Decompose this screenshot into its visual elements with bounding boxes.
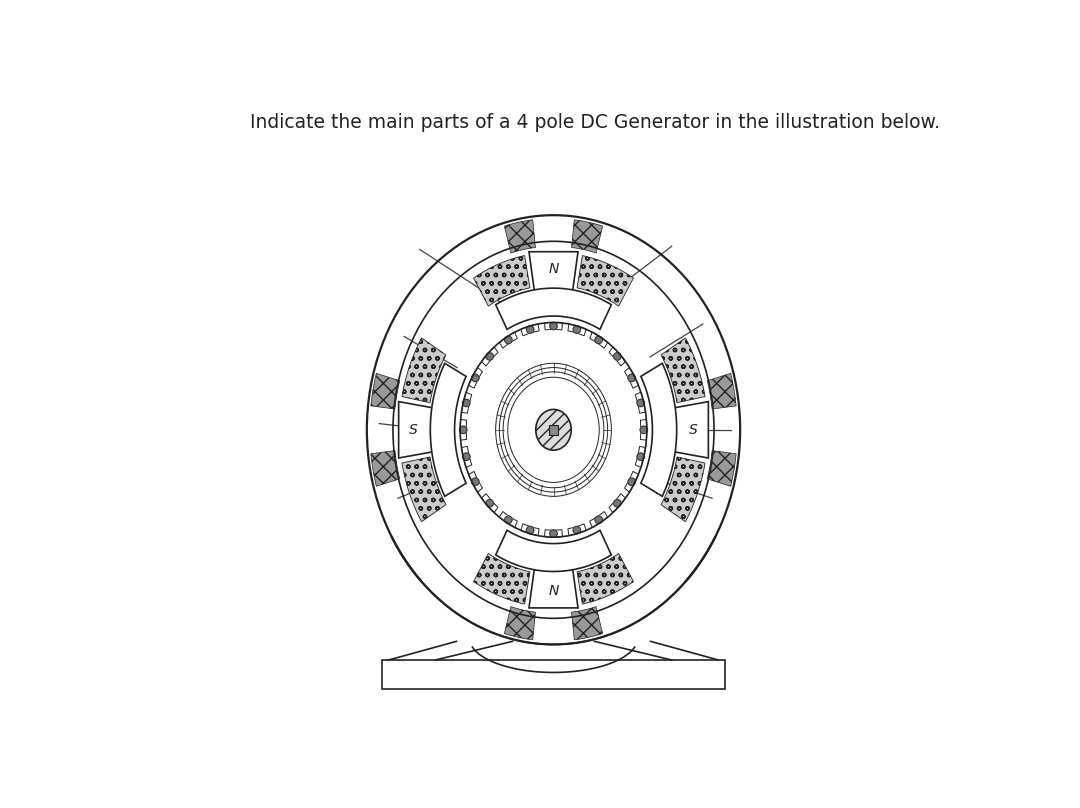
Polygon shape (482, 494, 498, 512)
Polygon shape (590, 332, 608, 348)
Circle shape (550, 322, 557, 330)
Polygon shape (577, 255, 633, 306)
Ellipse shape (393, 242, 714, 618)
Polygon shape (461, 446, 472, 467)
Polygon shape (635, 392, 646, 413)
Polygon shape (399, 402, 432, 458)
Polygon shape (521, 524, 539, 536)
Circle shape (550, 530, 557, 537)
Circle shape (526, 326, 534, 333)
Polygon shape (469, 368, 483, 388)
Polygon shape (529, 252, 578, 290)
Circle shape (637, 453, 645, 461)
Circle shape (613, 499, 621, 507)
Text: N: N (549, 262, 558, 276)
Polygon shape (571, 220, 603, 253)
Circle shape (573, 326, 581, 333)
Circle shape (459, 426, 467, 434)
Bar (382, 660, 725, 689)
Ellipse shape (460, 322, 647, 537)
Polygon shape (370, 373, 400, 409)
Circle shape (472, 374, 480, 381)
Polygon shape (402, 457, 446, 522)
Polygon shape (482, 347, 498, 366)
Ellipse shape (536, 410, 571, 450)
Polygon shape (640, 364, 677, 496)
Polygon shape (430, 364, 467, 496)
Circle shape (613, 352, 621, 360)
Circle shape (627, 478, 635, 486)
Circle shape (462, 399, 470, 406)
Circle shape (640, 426, 648, 434)
Polygon shape (707, 373, 737, 409)
Polygon shape (707, 451, 737, 486)
Circle shape (462, 453, 470, 461)
Circle shape (573, 526, 581, 534)
Circle shape (595, 516, 603, 524)
Polygon shape (469, 471, 483, 492)
Circle shape (637, 399, 645, 406)
Polygon shape (504, 220, 536, 253)
Polygon shape (640, 419, 647, 440)
Polygon shape (544, 322, 563, 330)
Circle shape (526, 526, 534, 534)
Circle shape (627, 374, 635, 381)
Polygon shape (675, 402, 708, 458)
Polygon shape (402, 338, 446, 402)
Text: S: S (409, 423, 418, 437)
Text: S: S (689, 423, 698, 437)
Polygon shape (521, 324, 539, 336)
Bar (549, 425, 558, 435)
Polygon shape (460, 419, 467, 440)
Polygon shape (661, 338, 705, 402)
Polygon shape (529, 570, 578, 608)
Polygon shape (661, 457, 705, 522)
Polygon shape (461, 392, 472, 413)
Polygon shape (496, 530, 611, 571)
Polygon shape (370, 451, 400, 486)
Polygon shape (577, 553, 633, 604)
Polygon shape (609, 494, 625, 512)
Polygon shape (609, 347, 625, 366)
Circle shape (472, 478, 480, 486)
Polygon shape (568, 524, 586, 536)
Polygon shape (496, 288, 611, 330)
Circle shape (504, 516, 512, 524)
Text: N: N (549, 584, 558, 598)
Polygon shape (624, 471, 638, 492)
Polygon shape (635, 446, 646, 467)
Polygon shape (499, 332, 517, 348)
Polygon shape (499, 511, 517, 528)
Circle shape (595, 336, 603, 343)
Text: Indicate the main parts of a 4 pole DC Generator in the illustration below.: Indicate the main parts of a 4 pole DC G… (249, 112, 940, 132)
Polygon shape (590, 511, 608, 528)
Polygon shape (474, 553, 530, 604)
Polygon shape (571, 607, 603, 640)
Polygon shape (544, 530, 563, 537)
Circle shape (486, 499, 494, 507)
Circle shape (486, 352, 494, 360)
Polygon shape (504, 607, 536, 640)
Polygon shape (624, 368, 638, 388)
Polygon shape (474, 255, 530, 306)
Ellipse shape (367, 215, 740, 645)
Circle shape (504, 336, 512, 343)
Polygon shape (568, 324, 586, 336)
